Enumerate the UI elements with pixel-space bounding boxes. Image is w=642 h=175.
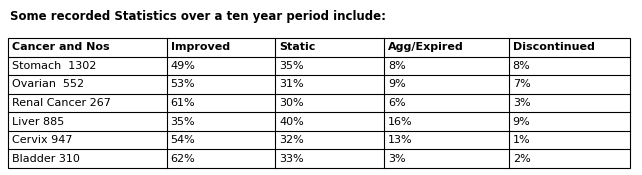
Text: Agg/Expired: Agg/Expired [388, 42, 464, 52]
Text: 32%: 32% [279, 135, 304, 145]
Text: Stomach  1302: Stomach 1302 [12, 61, 96, 71]
Text: 6%: 6% [388, 98, 406, 108]
Text: Some recorded Statistics over a ten year period include:: Some recorded Statistics over a ten year… [10, 10, 386, 23]
Text: 30%: 30% [279, 98, 304, 108]
Text: 62%: 62% [171, 154, 195, 164]
Text: 3%: 3% [388, 154, 406, 164]
Text: 40%: 40% [279, 117, 304, 127]
Text: Liver 885: Liver 885 [12, 117, 64, 127]
Bar [8, 38, 630, 168]
Text: Bladder 310: Bladder 310 [12, 154, 80, 164]
Text: 54%: 54% [171, 135, 195, 145]
Text: 3%: 3% [513, 98, 530, 108]
Text: Discontinued: Discontinued [513, 42, 594, 52]
Text: 8%: 8% [513, 61, 530, 71]
Text: 13%: 13% [388, 135, 413, 145]
Text: 2%: 2% [513, 154, 530, 164]
Text: 7%: 7% [513, 79, 530, 89]
Text: 49%: 49% [171, 61, 195, 71]
Text: 16%: 16% [388, 117, 413, 127]
Text: 61%: 61% [171, 98, 195, 108]
Text: Cancer and Nos: Cancer and Nos [12, 42, 110, 52]
Text: Renal Cancer 267: Renal Cancer 267 [12, 98, 111, 108]
Text: 53%: 53% [171, 79, 195, 89]
Text: 1%: 1% [513, 135, 530, 145]
Text: 9%: 9% [513, 117, 530, 127]
Text: 35%: 35% [279, 61, 304, 71]
Text: Ovarian  552: Ovarian 552 [12, 79, 84, 89]
Text: 31%: 31% [279, 79, 304, 89]
Text: Improved: Improved [171, 42, 230, 52]
Text: 9%: 9% [388, 79, 406, 89]
Text: Cervix 947: Cervix 947 [12, 135, 73, 145]
Text: Static: Static [279, 42, 316, 52]
Text: 33%: 33% [279, 154, 304, 164]
Text: 35%: 35% [171, 117, 195, 127]
Text: 8%: 8% [388, 61, 406, 71]
